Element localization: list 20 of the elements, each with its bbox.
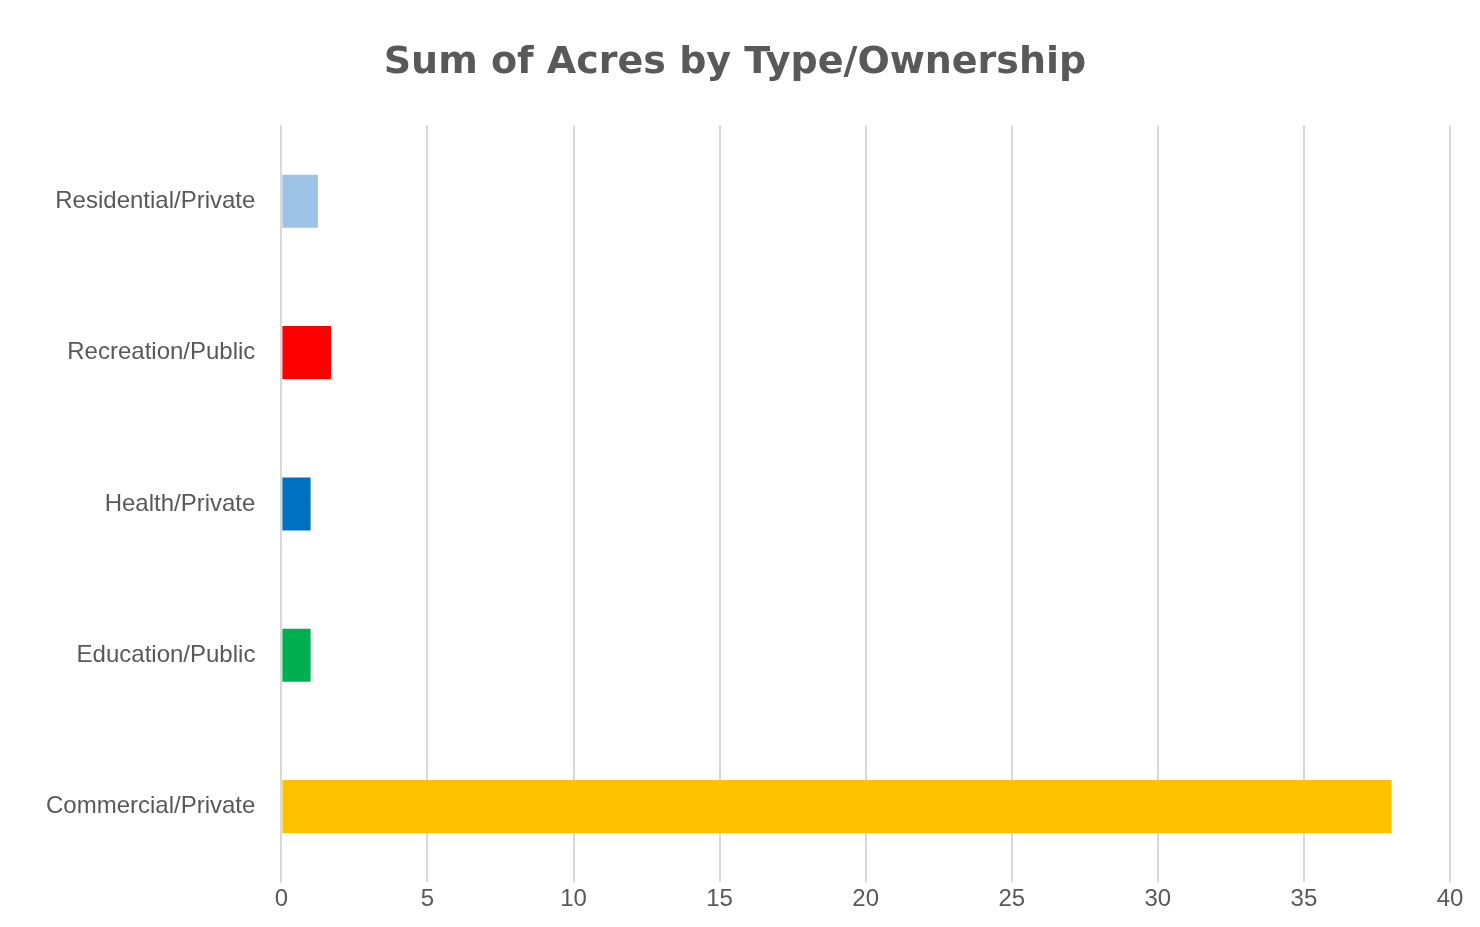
x-tick-label: 20 (852, 884, 880, 912)
x-tick-label: 15 (706, 884, 733, 912)
bar (282, 628, 311, 682)
chart-title: Sum of Acres by Type/Ownership (383, 37, 1087, 82)
x-tick-label: 0 (274, 884, 289, 912)
y-tick-label: Education/Public (76, 639, 256, 667)
y-tick-label: Residential/Private (55, 185, 256, 213)
bar (282, 326, 332, 380)
x-tick-label: 40 (1436, 884, 1464, 912)
bar (282, 780, 1392, 834)
y-tick-label: Commercial/Private (45, 791, 256, 819)
y-tick-label: Recreation/Public (67, 337, 256, 365)
bar (282, 477, 311, 531)
bar (282, 174, 318, 228)
y-tick-label: Health/Private (104, 488, 256, 516)
x-tick-label: 10 (560, 884, 587, 912)
x-tick-label: 25 (998, 884, 1026, 912)
x-tick-label: 35 (1290, 884, 1318, 912)
x-tick-label: 5 (420, 884, 435, 912)
x-tick-label: 30 (1144, 884, 1172, 912)
